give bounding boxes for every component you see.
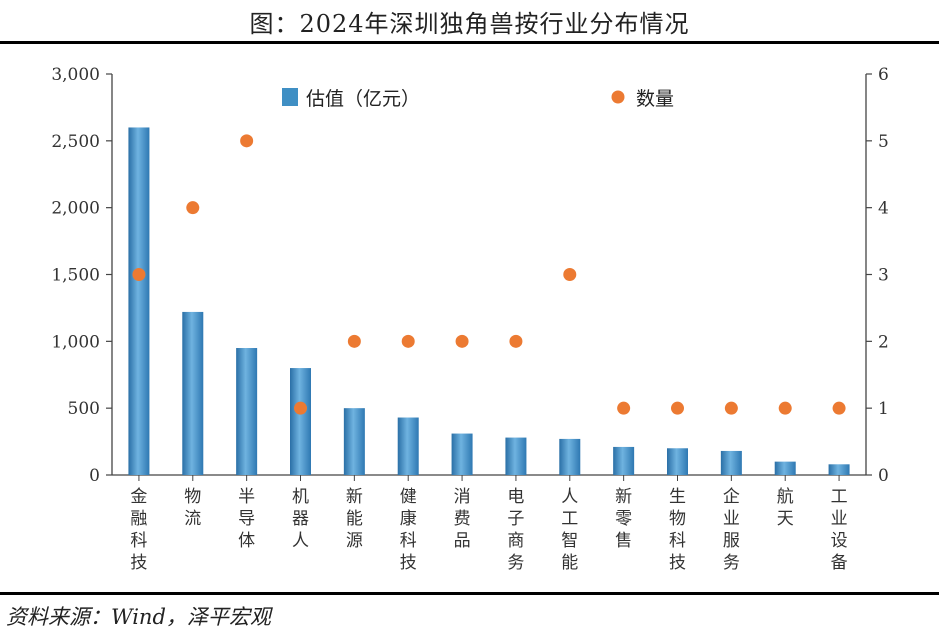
y-left-tick-label: 500 [68, 399, 100, 419]
top-rule [0, 41, 939, 44]
legend-dot-swatch [611, 90, 625, 104]
y-right-tick-label: 3 [878, 266, 889, 286]
bar [236, 348, 258, 475]
dot [401, 334, 415, 348]
category-label: 企业服务 [723, 487, 740, 573]
legend-bar-label: 估值（亿元） [306, 88, 420, 110]
legend-bar-swatch [282, 88, 298, 106]
bar [290, 368, 311, 475]
bar [774, 461, 796, 475]
source-note: 资料来源：Wind，泽平宏观 [6, 605, 271, 629]
y-left-tick-label: 2,000 [51, 199, 100, 219]
dot [563, 268, 577, 281]
dot [186, 201, 200, 215]
bar [720, 450, 742, 475]
tick-labels: 0 500 1,000 1,500 2,000 2,500 3,000 0 1 2 3 4 5 6 [51, 65, 889, 486]
dot [455, 334, 469, 348]
bar [128, 127, 150, 475]
chart-title: 图：2024年深圳独角兽按行业分布情况 [249, 10, 690, 38]
dot [240, 134, 254, 148]
bar [343, 408, 365, 475]
y-right-tick-label: 6 [878, 65, 889, 85]
bars [128, 127, 850, 475]
category-label: 航天 [777, 487, 794, 529]
category-label: 金融科技 [130, 487, 147, 573]
chart-area: 0 500 1,000 1,500 2,000 2,500 3,000 0 1 2 3 4 5 6 金融科… [51, 65, 889, 573]
dot [778, 401, 792, 415]
category-label: 生物科技 [669, 487, 686, 573]
category-label: 物流 [184, 487, 201, 529]
dot [617, 401, 631, 415]
category-label: 人工智能 [561, 487, 578, 573]
y-right-tick-label: 2 [878, 332, 889, 352]
category-label: 半导体 [238, 487, 255, 551]
dot [724, 401, 738, 415]
dot [347, 334, 361, 348]
dot [671, 401, 684, 415]
legend: 估值（亿元） 数量 [282, 88, 674, 110]
y-left-tick-label: 0 [89, 466, 100, 486]
y-right-tick-label: 5 [878, 132, 889, 152]
bar [182, 311, 204, 475]
y-right-tick-label: 1 [878, 399, 889, 419]
bar [397, 417, 419, 475]
bar [667, 448, 688, 475]
category-label: 工业设备 [831, 487, 848, 573]
category-labels: 金融科技 物流 半导体 机器人 新能源 健康科技 消费品 电子商务 人工智能 新零售 生物科技 企业服… [130, 487, 847, 573]
dot [132, 268, 146, 281]
y-right-tick-label: 4 [878, 199, 889, 219]
y-left-tick-label: 3,000 [51, 65, 100, 85]
category-label: 电子商务 [507, 487, 524, 573]
dot [294, 401, 307, 415]
category-label: 健康科技 [400, 487, 417, 573]
axes [106, 73, 872, 481]
bar [828, 464, 850, 475]
y-left-tick-label: 2,500 [51, 132, 100, 152]
dots [132, 134, 846, 415]
bar [613, 446, 635, 475]
dot [509, 334, 523, 348]
y-right-tick-label: 0 [878, 466, 889, 486]
category-label: 新能源 [346, 487, 363, 551]
y-left-tick-label: 1,500 [51, 266, 100, 286]
bar [451, 433, 473, 475]
y-left-tick-label: 1,000 [51, 332, 100, 352]
legend-dot-label: 数量 [636, 88, 674, 110]
dot [832, 401, 846, 415]
category-label: 机器人 [292, 487, 309, 551]
bottom-rule [0, 592, 939, 595]
bar [505, 437, 527, 475]
category-label: 消费品 [454, 487, 471, 551]
category-label: 新零售 [615, 487, 632, 551]
bar [559, 438, 581, 475]
